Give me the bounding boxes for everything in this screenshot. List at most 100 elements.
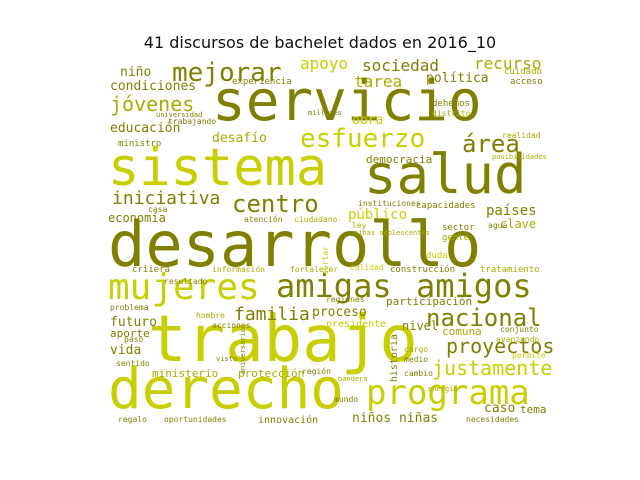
word-cambio: cambio	[404, 369, 433, 378]
word-sociedad: sociedad	[362, 56, 440, 75]
word-historia: historia	[389, 334, 400, 383]
word-tema: tema	[520, 403, 547, 416]
word-proceso: proceso	[312, 305, 367, 320]
word-realidad: realidad	[502, 131, 541, 140]
word-sistema: sistema	[108, 138, 328, 198]
word-region: región	[302, 367, 331, 376]
word-servicio: servicio	[212, 69, 482, 134]
word-sentido: sentido	[116, 359, 150, 368]
word-trabajo: trabajo	[148, 303, 418, 377]
word-necesidades: necesidades	[466, 415, 519, 424]
word-universidad: universidad	[156, 111, 203, 119]
word-conjunto: conjunto	[500, 325, 539, 334]
word-jovenes: jóvenes	[110, 92, 195, 116]
word-participacion: participación	[386, 295, 473, 308]
word-programa: programa	[366, 373, 530, 413]
word-paises: países	[486, 203, 537, 219]
word-acciones: acciones	[212, 321, 251, 330]
word-centro: centro	[232, 190, 319, 218]
word-agua: agua	[488, 221, 508, 230]
word-publico: público	[348, 207, 408, 223]
word-hombre: hombre	[196, 311, 225, 320]
word-apoyo: apoyo	[300, 56, 349, 73]
word-casa: casa	[148, 205, 168, 214]
word-innovacion: innovación	[258, 415, 319, 426]
word-cortar: cortar	[321, 246, 330, 275]
word-informacion: información	[212, 265, 265, 274]
word-visto: visto	[216, 355, 238, 363]
word-desarrollo: desarrollo	[108, 208, 482, 281]
word-mundo: mundo	[334, 395, 359, 404]
word-condiciones: condiciones	[110, 79, 197, 94]
word-amigos: amigos	[416, 267, 532, 305]
word-trabajando: trabajando	[168, 117, 217, 126]
word-caso: caso	[484, 401, 516, 416]
word-nivel: nivel	[402, 319, 439, 333]
word-oportunidades: oportunidades	[164, 415, 227, 424]
word-atencion: atención	[244, 215, 283, 224]
word-ministro: ministro	[118, 139, 162, 149]
word-duda: duda	[426, 251, 448, 261]
word-acceso: acceso	[510, 77, 543, 87]
word-paso: paso	[124, 335, 144, 344]
word-instituciones: instituciones	[358, 199, 421, 208]
word-aniversario: aniversario	[239, 328, 247, 375]
word-experiencia: experiencia	[232, 77, 292, 87]
word-resultado: resultado	[164, 277, 208, 286]
word-cargo: cargo	[404, 345, 429, 354]
word-permite: permite	[512, 351, 546, 360]
word-nino: niño	[120, 65, 152, 80]
word-ministerio: ministerio	[152, 367, 219, 380]
word-educacion: educación	[110, 121, 181, 136]
word-area: área	[462, 130, 520, 158]
word-regiones: regiones	[326, 295, 365, 304]
word-tarea: tarea	[354, 72, 403, 91]
word-salud: salud	[364, 143, 527, 206]
word-democracia: democracia	[366, 153, 433, 166]
word-bandera: bandera	[338, 375, 368, 383]
word-vida: vida	[110, 343, 142, 358]
word-amigas: amigas	[276, 267, 392, 305]
word-iniciativa: iniciativa	[112, 188, 221, 209]
word-desafio: desafío	[212, 131, 267, 146]
word-politica: política	[426, 71, 489, 86]
word-clave: clave	[500, 217, 537, 231]
word-nacional: nacional	[426, 304, 542, 332]
word-familia: familia	[234, 304, 310, 325]
word-dehemos: dehemos	[432, 99, 470, 109]
word-ley: ley	[352, 221, 367, 230]
word-justamente: justamente	[432, 356, 553, 380]
word-posibilidades: posibilidades	[492, 153, 547, 161]
word-fortalecer: fortalecer	[290, 265, 339, 274]
word-futuro: futuro	[110, 315, 157, 330]
word-proteccion: protección	[238, 367, 305, 380]
word-cuidado: cuidado	[504, 67, 542, 77]
word-construccion: construcción	[390, 265, 456, 275]
word-esfuerzo: esfuerzo	[300, 124, 426, 154]
word-economia: economía	[108, 211, 166, 225]
word-regalo: regalo	[118, 415, 147, 424]
word-calidad: calidad	[350, 263, 384, 272]
word-derecho: derecho	[108, 357, 345, 422]
word-problema: problema	[110, 303, 149, 312]
word-ciudadano: ciudadano	[294, 215, 338, 224]
chart-title: 41 discursos de bachelet dados en 2016_1…	[143, 33, 497, 52]
word-mujeres: mujeres	[108, 267, 260, 308]
word-energia: energía	[428, 385, 458, 393]
word-presidente: presidente	[326, 319, 387, 330]
word-tratamiento: tratamiento	[480, 265, 540, 275]
word-cloud: servicio sistema salud desarrollo trabaj…	[108, 56, 558, 428]
word-proyectos: proyectos	[446, 334, 555, 358]
word-criiera: criiera	[132, 265, 170, 275]
word-avanzando: avanzando	[496, 335, 540, 344]
word-mejorar: mejorar	[172, 58, 282, 88]
word-recurso: recurso	[474, 56, 542, 73]
word-sector: sector	[442, 223, 475, 233]
word-medio: medio	[404, 355, 429, 364]
word-aporte: aporte	[110, 327, 150, 340]
word-obra: obra	[352, 113, 384, 128]
word-millones: millones	[308, 109, 342, 117]
word-ninos-ninas: niños niñas	[352, 411, 439, 426]
word-comuna: comuna	[442, 325, 482, 338]
word-capacidades: capacidades	[416, 201, 476, 211]
